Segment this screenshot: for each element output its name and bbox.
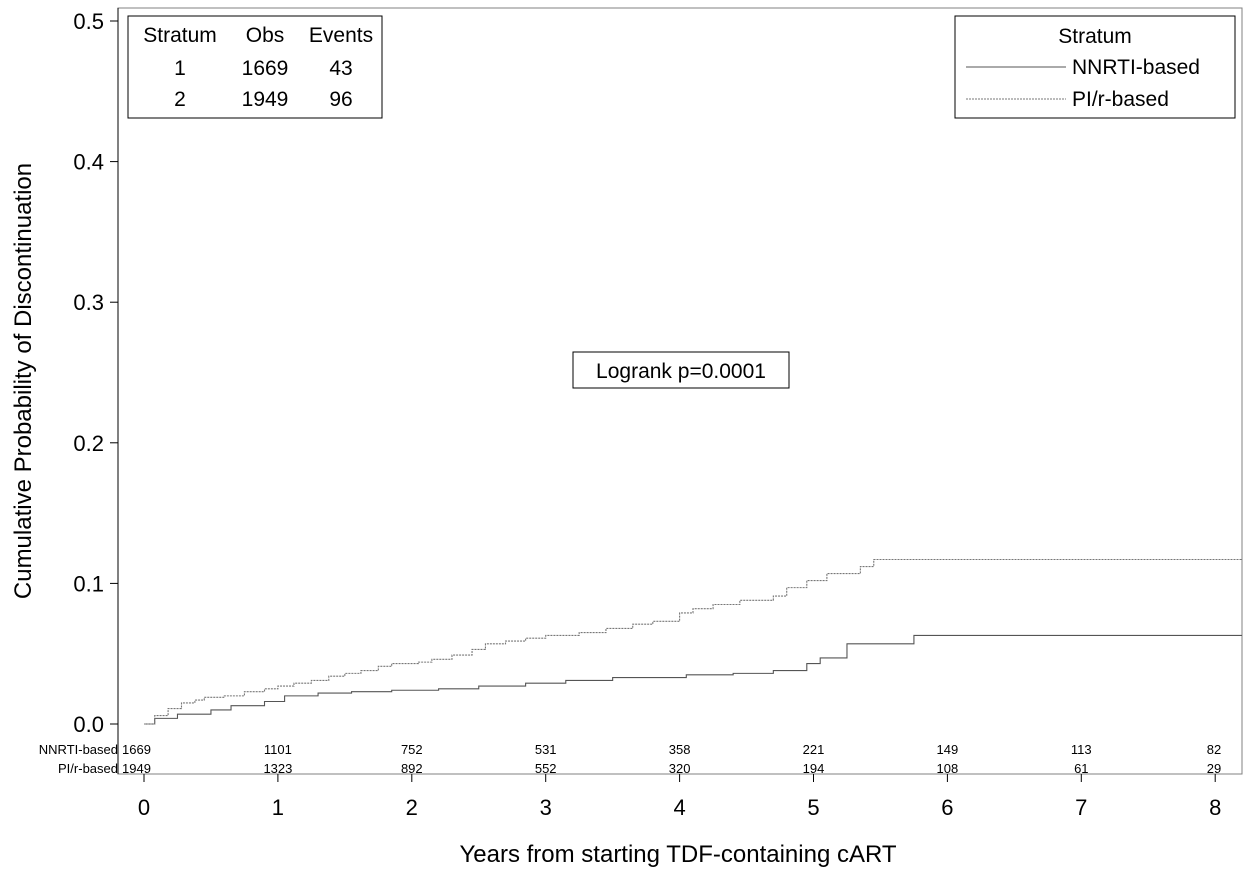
legend-label-nnrti: NNRTI-based [1072,56,1200,79]
risk-row-label: NNRTI-based [39,742,118,757]
risk-value: 358 [669,742,691,757]
risk-value: 1323 [263,761,292,776]
y-ticks: 0.0 0.1 0.2 0.3 0.4 0.5 [73,9,118,737]
legend-title: Stratum [1058,25,1132,48]
summary-header-events: Events [309,24,373,47]
summary-row2-obs: 1949 [242,88,289,111]
y-tick-label: 0.4 [73,150,104,175]
x-tick-label: 3 [540,795,552,820]
plot-frame [117,7,1243,775]
summary-table-box [127,15,383,119]
risk-value: 29 [1207,761,1221,776]
summary-row1-events: 43 [329,57,352,80]
x-tick-label: 8 [1209,795,1221,820]
y-tick-label: 0.0 [73,712,104,737]
risk-value: 194 [803,761,825,776]
risk-value: 1669 [122,742,151,757]
risk-value: 552 [535,761,557,776]
summary-table: Stratum Obs Events 1 1669 43 2 1949 96 [127,15,383,119]
summary-row2-events: 96 [329,88,352,111]
series-layer [144,558,1242,725]
risk-value: 61 [1074,761,1088,776]
x-axis-label: Years from starting TDF-containing cART [459,841,896,868]
y-tick-label: 0.3 [73,290,104,315]
risk-table: NNRTI-based 1669 1101 752 531 358 221 149 113 82 P… [39,742,1221,776]
summary-header-stratum: Stratum [143,24,217,47]
risk-value: 82 [1207,742,1221,757]
risk-value: 320 [669,761,691,776]
logrank-text: Logrank p=0.0001 [596,360,766,383]
risk-value: 149 [937,742,959,757]
risk-row-label: PI/r-based [58,761,118,776]
x-tick-label: 6 [941,795,953,820]
x-ticks: 0 1 2 3 4 5 6 7 8 [138,774,1221,820]
risk-value: 113 [1071,742,1092,757]
y-axis-label: Cumulative Probability of Discontinuatio… [10,163,37,599]
y-tick-label: 0.2 [73,431,104,456]
x-tick-label: 7 [1075,795,1087,820]
summary-header-obs: Obs [246,24,285,47]
y-tick-label: 0.1 [73,571,104,596]
risk-value: 221 [803,742,825,757]
series-line-pir [144,558,1242,725]
summary-row2-stratum: 2 [174,88,186,111]
risk-value: 531 [535,742,557,757]
x-tick-label: 0 [138,795,150,820]
x-tick-label: 1 [272,795,284,820]
x-tick-label: 2 [406,795,418,820]
logrank-annotation: Logrank p=0.0001 [572,351,790,389]
summary-row1-stratum: 1 [174,57,186,80]
x-tick-label: 4 [673,795,685,820]
x-tick-label: 5 [807,795,819,820]
risk-value: 108 [937,761,959,776]
risk-value: 1949 [122,761,151,776]
series-line-nnrti [144,634,1242,725]
risk-value: 752 [401,742,423,757]
legend: Stratum NNRTI-based PI/r-based [954,15,1236,119]
risk-value: 1101 [264,742,292,757]
y-tick-label: 0.5 [73,9,104,34]
risk-value: 892 [401,761,423,776]
legend-label-pir: PI/r-based [1072,88,1169,111]
logrank-box [572,351,790,389]
summary-row1-obs: 1669 [242,57,289,80]
